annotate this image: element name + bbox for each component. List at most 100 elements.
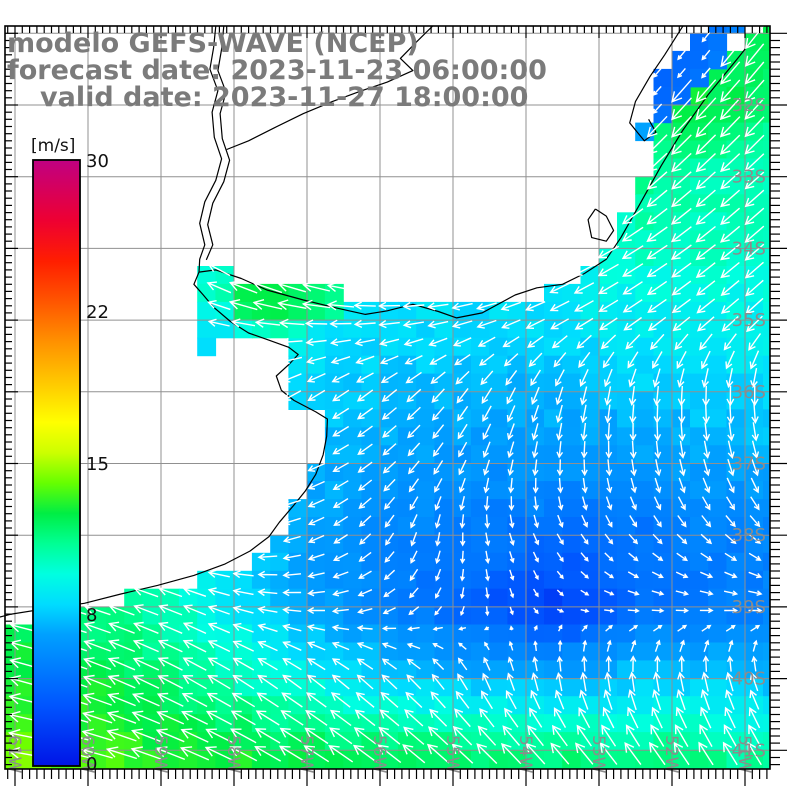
wind-arrow: [701, 49, 711, 61]
wind-arrow: [207, 569, 230, 578]
wind-arrow: [555, 404, 563, 424]
wind-arrow: [458, 441, 468, 458]
sea-cell: [507, 570, 527, 590]
sea-cell: [525, 588, 545, 608]
sea-cell: [598, 283, 618, 303]
wind-arrow: [482, 441, 491, 458]
wind-arrow: [630, 477, 637, 494]
sea-cell: [434, 624, 454, 643]
sea-cell: [726, 248, 746, 267]
sea-cell: [288, 373, 308, 393]
lat-label-32S: 32S: [732, 95, 766, 116]
wind-arrow: [206, 692, 232, 708]
sea-cell: [197, 570, 217, 590]
wind-arrow: [701, 31, 711, 43]
sea-cell: [708, 248, 728, 267]
sea-cell: [671, 750, 691, 769]
sea-cell: [379, 427, 399, 446]
sea-cell: [361, 445, 381, 464]
wind-arrow: [131, 710, 161, 725]
sea-cell: [726, 606, 746, 626]
wind-arrow: [406, 674, 422, 690]
sea-cell: [635, 570, 655, 590]
lon-label-60W: 60W: [77, 735, 97, 774]
wind-arrow: [331, 372, 350, 383]
wind-arrow: [307, 553, 325, 561]
sea-cell: [763, 445, 771, 464]
sea-cell: [562, 409, 582, 428]
sea-cell: [708, 301, 728, 321]
wind-arrow: [507, 441, 515, 459]
wind-arrow: [459, 587, 465, 600]
sea-cell: [744, 624, 764, 643]
sea-cell: [562, 463, 582, 482]
wind-arrow: [232, 570, 254, 579]
sea-cell: [763, 104, 771, 124]
wind-arrow: [475, 302, 497, 311]
sea-cell: [763, 248, 771, 267]
wind-arrow: [402, 301, 425, 311]
wind-arrow: [556, 655, 563, 672]
wind-arrow: [83, 603, 111, 616]
sea-cell: [562, 391, 582, 410]
sea-cell: [635, 606, 655, 626]
wind-arrow: [107, 674, 136, 689]
wind-arrow: [533, 514, 540, 529]
coastline-ocean-coast: [0, 25, 764, 618]
wind-arrow: [331, 607, 349, 615]
wind-arrow: [182, 674, 207, 690]
sea-cell: [671, 50, 691, 70]
sea-cell: [324, 570, 344, 590]
sea-cell: [726, 230, 746, 249]
wind-arrow: [282, 588, 302, 597]
wind-arrow: [404, 354, 423, 365]
sea-cell: [470, 319, 490, 339]
wind-arrow: [525, 318, 545, 329]
wind-arrow: [502, 725, 521, 746]
sea-cell: [763, 588, 771, 608]
wind-arrow: [603, 689, 613, 710]
sea-cell: [178, 642, 198, 661]
wind-arrow: [748, 706, 761, 729]
sea-cell: [671, 606, 691, 626]
sea-cell: [197, 660, 217, 679]
sea-cell: [14, 624, 34, 643]
wind-arrow: [356, 658, 374, 670]
sea-cell: [343, 570, 363, 590]
sea-cell: [562, 570, 582, 590]
sea-cell: [270, 696, 290, 715]
sea-cell: [434, 373, 454, 393]
wind-arrow: [326, 281, 355, 292]
wind-arrow: [279, 727, 305, 744]
sea-cell: [379, 552, 399, 572]
sea-cell: [763, 176, 771, 195]
wind-arrow: [701, 624, 712, 632]
wind-arrow: [675, 590, 690, 596]
wind-arrow: [232, 640, 255, 652]
wind-arrow: [702, 422, 711, 442]
wind-arrow: [653, 422, 662, 442]
wind-arrow: [527, 335, 544, 348]
wind-arrow: [695, 97, 717, 121]
sea-cell: [562, 624, 582, 643]
sea-cell: [544, 534, 563, 554]
wind-arrow: [628, 533, 639, 545]
sea-cell: [671, 427, 691, 446]
sea-cell: [306, 696, 326, 715]
sea-cell: [726, 140, 746, 159]
wind-arrow: [506, 405, 516, 423]
wind-arrow: [329, 727, 353, 745]
sea-cell: [87, 660, 107, 679]
sea-cell: [288, 499, 308, 518]
wind-arrow: [506, 672, 516, 691]
sea-cell: [507, 445, 527, 464]
sea-cell: [489, 499, 509, 518]
sea-cell: [708, 552, 728, 572]
sea-cell: [87, 678, 107, 697]
sea-cell: [379, 642, 399, 661]
sea-cell: [726, 212, 746, 231]
wind-arrow: [352, 744, 378, 763]
sea-cell: [288, 534, 308, 554]
wind-arrow: [456, 387, 469, 404]
sea-cell: [690, 68, 709, 88]
